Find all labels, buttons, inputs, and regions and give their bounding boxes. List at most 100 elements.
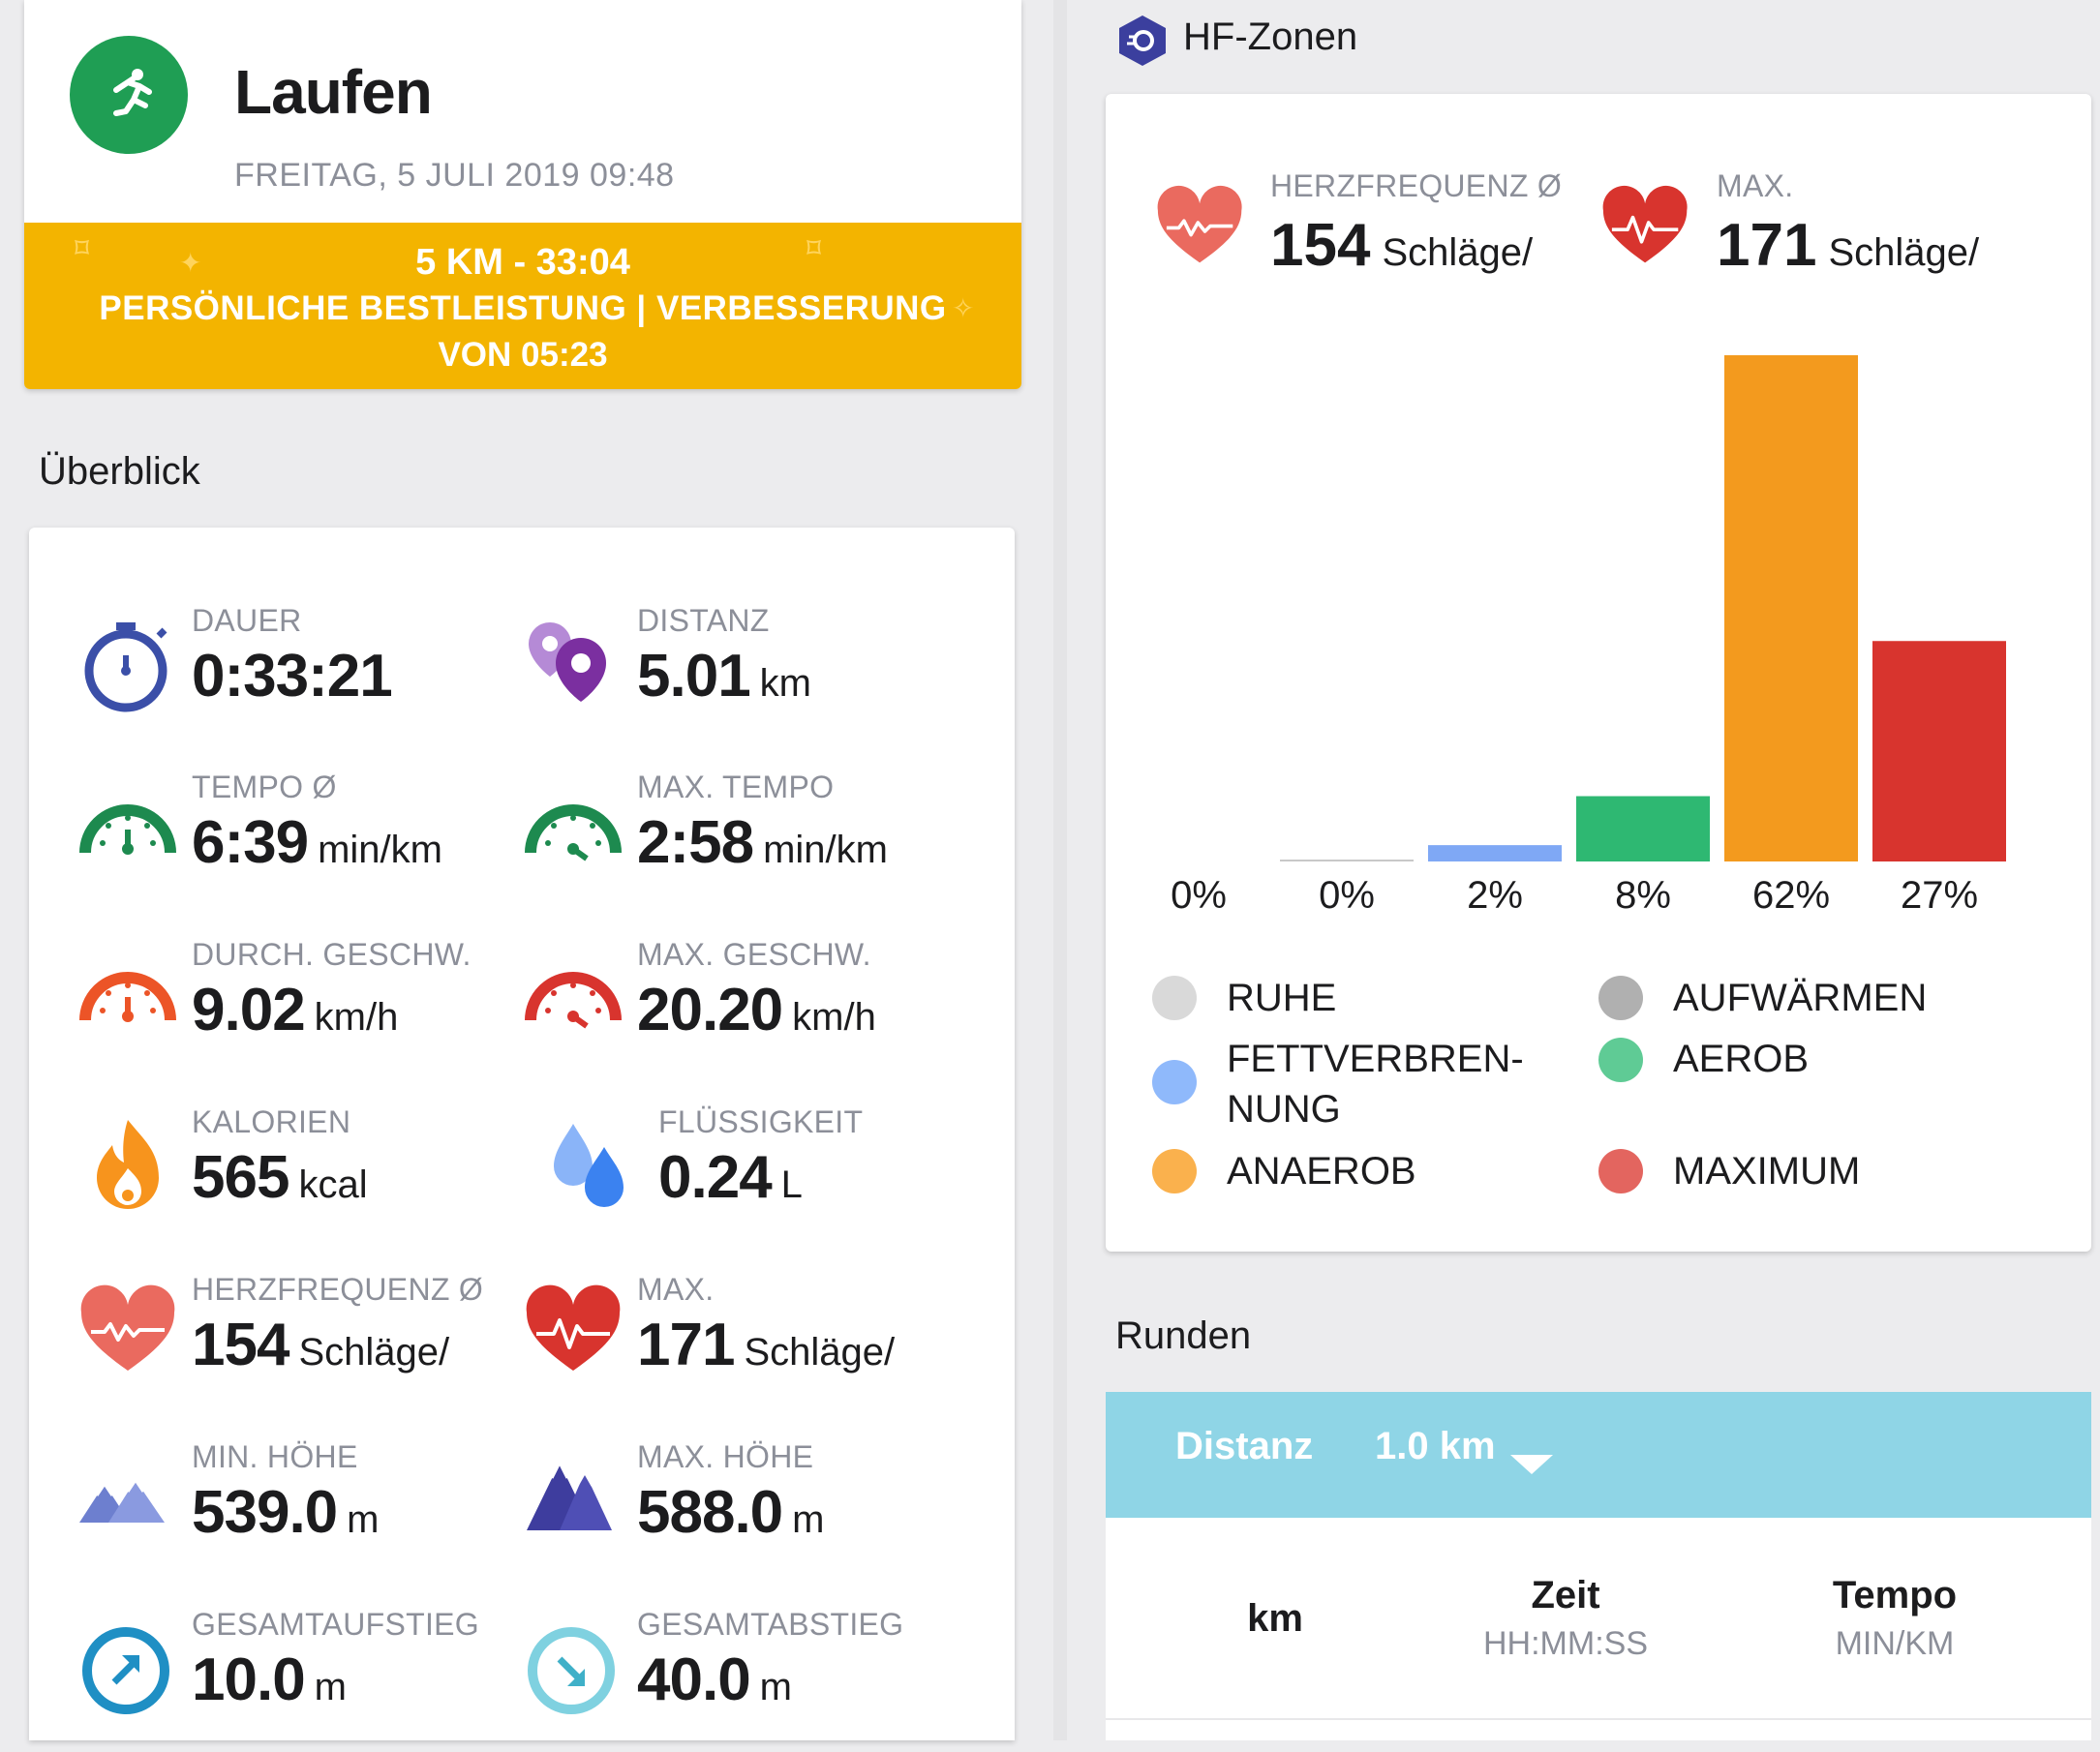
- metric-value: 10.0: [192, 1646, 306, 1713]
- running-icon: [70, 36, 188, 154]
- overview-card: DAUER 0:33:21 DISTANZ 5.01 km TEMPO Ø 6:3…: [29, 528, 1015, 1740]
- metric-unit: m: [347, 1498, 380, 1541]
- heart-max-icon: [1598, 179, 1694, 271]
- metric-avg-pace: TEMPO Ø 6:39 min/km: [76, 770, 521, 915]
- legend-dot-rest: [1152, 976, 1197, 1020]
- chevron-down-icon[interactable]: [1510, 1442, 1553, 1486]
- metric-avg-speed: DURCH. GESCHW. 9.02 km/h: [76, 937, 521, 1082]
- activity-date: FREITAG, 5 JULI 2019 09:48: [234, 157, 675, 194]
- sparkle-icon: ⌑: [807, 233, 822, 263]
- legend-aerobic: AEROB: [1673, 1038, 1810, 1080]
- metric-unit: min/km: [318, 829, 442, 871]
- laps-filter-value[interactable]: 1.0 km: [1375, 1425, 1496, 1467]
- metric-max-altitude: MAX. HÖHE 588.0 m: [521, 1439, 966, 1585]
- metric-unit: m: [792, 1498, 825, 1541]
- bar-value-label: 62%: [1752, 874, 1830, 917]
- laps-filter-bar[interactable]: Distanz 1.0 km: [1106, 1392, 2091, 1518]
- sparkle-icon: ✦: [179, 248, 202, 278]
- avg-hr-label: HERZFREQUENZ Ø: [1270, 168, 1563, 203]
- avg-hr-value: 154: [1270, 212, 1371, 279]
- avg-hr-unit: Schläge/: [1382, 231, 1534, 274]
- metric-label: HERZFREQUENZ Ø: [192, 1272, 484, 1307]
- speed-gauge-icon: [76, 943, 182, 1049]
- metric-label: GESAMTAUFSTIEG: [192, 1607, 479, 1642]
- laps-header-divider: [1106, 1718, 2091, 1720]
- metric-value: 0:33:21: [192, 643, 393, 710]
- legend-rest: RUHE: [1227, 977, 1337, 1019]
- water-drops-icon: [542, 1110, 649, 1217]
- max-pace-gauge-icon: [521, 775, 627, 882]
- metric-value: 171: [637, 1312, 735, 1378]
- metric-duration: DAUER 0:33:21: [76, 603, 521, 748]
- hr-zones-bar-chart: 0% 0% 2% 8% 62% 27%: [1171, 355, 2006, 917]
- activity-title: Laufen: [234, 57, 433, 127]
- legend-dot-maximum: [1598, 1149, 1643, 1193]
- heart-pulse-icon: [1152, 179, 1249, 271]
- laps-card: Distanz 1.0 km km Zeit HH:MM:SS Tempo MI…: [1106, 1392, 2091, 1740]
- metric-label: DAUER: [192, 603, 302, 638]
- pb-improvement: VON 05:23: [438, 336, 608, 374]
- stopwatch-icon: [76, 609, 182, 715]
- hr-zones-badge-icon: [1115, 14, 1170, 68]
- hr-zones-title: HF-Zonen: [1183, 15, 1358, 58]
- bar-anaerob: [1724, 355, 1858, 861]
- laps-col-km: km: [1106, 1597, 1445, 1641]
- mountain-high-icon: [521, 1445, 627, 1552]
- metric-unit: L: [780, 1163, 803, 1206]
- flame-icon: [76, 1110, 182, 1217]
- legend-warmup: AUFWÄRMEN: [1673, 977, 1928, 1019]
- metric-label: DISTANZ: [637, 603, 770, 638]
- map-pins-icon: [521, 609, 627, 715]
- metric-value: 0.24: [658, 1144, 773, 1211]
- metric-label: MIN. HÖHE: [192, 1439, 358, 1474]
- metric-distance: DISTANZ 5.01 km: [521, 603, 966, 748]
- metric-total-ascent: GESAMTAUFSTIEG 10.0 m: [76, 1607, 521, 1752]
- metric-min-altitude: MIN. HÖHE 539.0 m: [76, 1439, 521, 1585]
- metric-value: 5.01: [637, 643, 751, 710]
- column-divider: [1053, 0, 1067, 1740]
- heart-pulse-icon: [76, 1278, 182, 1384]
- metric-value: 20.20: [637, 977, 783, 1043]
- metric-value: 588.0: [637, 1479, 783, 1546]
- bar-maximum: [1872, 641, 2006, 861]
- metric-value: 539.0: [192, 1479, 338, 1546]
- sparkle-icon: ✧: [952, 293, 975, 323]
- legend-dot-fatburn: [1152, 1060, 1197, 1104]
- bar-value-label: 2%: [1467, 874, 1523, 917]
- metric-avg-heart-rate: HERZFREQUENZ Ø 154 Schläge/: [76, 1272, 521, 1417]
- metric-max-pace: MAX. TEMPO 2:58 min/km: [521, 770, 966, 915]
- metric-max-heart-rate: MAX. 171 Schläge/: [521, 1272, 966, 1417]
- laps-filter-label: Distanz: [1175, 1425, 1314, 1467]
- laps-col-km-title: km: [1247, 1597, 1303, 1640]
- metric-unit: min/km: [763, 829, 888, 871]
- laps-col-pace-title: Tempo: [1832, 1574, 1958, 1616]
- metric-unit: Schläge/: [298, 1331, 450, 1374]
- legend-anaerobic: ANAEROB: [1227, 1150, 1416, 1193]
- metric-fluid: FLÜSSIGKEIT 0.24 L: [542, 1104, 988, 1250]
- heart-max-icon: [521, 1278, 627, 1384]
- metric-label: MAX. TEMPO: [637, 770, 835, 804]
- legend-fatburn-line1: FETTVERBREN-: [1227, 1038, 1524, 1080]
- laps-col-time-title: Zeit: [1531, 1574, 1600, 1616]
- max-speed-gauge-icon: [521, 943, 627, 1049]
- metric-label: TEMPO Ø: [192, 770, 337, 804]
- max-hr-label: MAX.: [1717, 168, 1794, 203]
- bar-value-label: 8%: [1615, 874, 1671, 917]
- bar-value-label: 0%: [1171, 874, 1227, 917]
- bar-fettverbrennung: [1428, 845, 1562, 861]
- max-hr-unit: Schläge/: [1828, 231, 1980, 274]
- metric-value: 565: [192, 1144, 289, 1211]
- metric-unit: km/h: [314, 996, 399, 1039]
- bar-aufwärmen: [1280, 860, 1414, 861]
- personal-best-banner: ⌑ ✦ ⌑ ✧ 5 KM - 33:04 PERSÖNLICHE BESTLEI…: [24, 223, 1021, 389]
- metric-label: MAX.: [637, 1272, 715, 1307]
- legend-maximum: MAXIMUM: [1673, 1150, 1861, 1193]
- legend-dot-anaerobic: [1152, 1149, 1197, 1193]
- metric-unit: kcal: [298, 1163, 368, 1206]
- metric-value: 9.02: [192, 977, 306, 1043]
- metric-unit: m: [759, 1666, 792, 1708]
- ascent-arrow-icon: [76, 1613, 182, 1719]
- max-hr-value: 171: [1717, 212, 1817, 279]
- laps-col-pace: Tempo MIN/KM: [1725, 1574, 2064, 1663]
- laps-col-pace-sub: MIN/KM: [1835, 1625, 1955, 1662]
